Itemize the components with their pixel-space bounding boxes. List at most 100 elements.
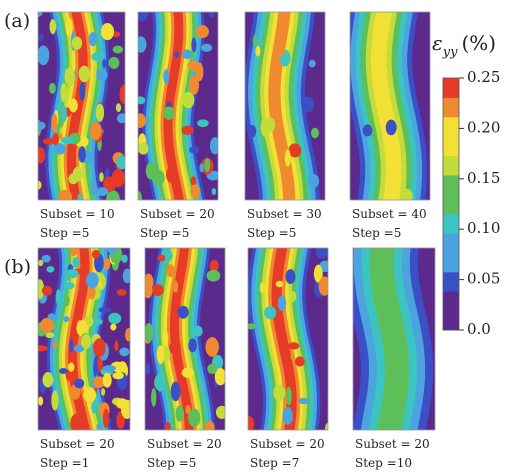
strain-blob xyxy=(116,398,127,409)
strain-blob xyxy=(78,146,86,163)
strain-blob xyxy=(52,133,58,145)
strain-blob xyxy=(265,117,275,132)
strain-blob xyxy=(146,162,157,179)
caption-subset: Subset = 30 xyxy=(247,207,322,221)
strain-blob xyxy=(298,398,309,404)
caption-subset: Subset = 20 xyxy=(147,437,222,451)
strain-blob xyxy=(56,289,61,306)
colorbar-band xyxy=(443,194,459,214)
strain-blob xyxy=(276,281,284,288)
caption-subset: Subset = 20 xyxy=(140,207,215,221)
colorbar-tick-label: 0.15 xyxy=(467,169,500,187)
strain-blob xyxy=(35,147,45,163)
strain-blob xyxy=(201,44,212,52)
strain-blob xyxy=(66,269,79,278)
colorbar-tick-label: 0.20 xyxy=(467,118,500,136)
strain-blob xyxy=(156,372,165,392)
strain-blob xyxy=(79,66,91,83)
colorbar-band xyxy=(443,136,459,156)
strain-blob xyxy=(182,92,194,108)
strain-blob xyxy=(51,391,58,411)
strain-blob xyxy=(90,122,101,140)
strain-blob xyxy=(65,295,70,306)
strain-blob xyxy=(309,60,316,68)
strain-blob xyxy=(266,195,270,202)
strain-blob xyxy=(116,156,127,170)
strain-blob xyxy=(167,264,175,277)
colorbar-band xyxy=(443,175,459,195)
strain-blob xyxy=(99,307,112,313)
strain-blob xyxy=(77,193,82,205)
strain-blob xyxy=(98,281,102,288)
colorbar-band xyxy=(443,252,459,272)
row-label: (a) xyxy=(4,10,30,32)
caption-step: Step =7 xyxy=(250,456,299,470)
strain-blob xyxy=(123,269,132,284)
strain-blob xyxy=(32,121,45,130)
strain-blob xyxy=(212,188,217,195)
strain-blob xyxy=(46,266,54,273)
strain-blob xyxy=(43,372,54,388)
strain-blob xyxy=(91,52,104,61)
strain-blob xyxy=(308,174,319,188)
strain-blob xyxy=(116,103,121,112)
colorbar-band xyxy=(443,214,459,234)
strain-blob xyxy=(65,18,72,36)
strain-blob xyxy=(253,35,258,48)
strain-blob xyxy=(216,406,228,419)
strain-blob xyxy=(121,255,127,263)
strain-blob xyxy=(99,172,104,182)
strain-blob xyxy=(51,113,57,132)
strain-blob xyxy=(70,244,78,256)
strain-blob xyxy=(173,281,178,293)
strain-blob xyxy=(112,372,123,379)
strain-blob xyxy=(319,276,331,295)
strain-blob xyxy=(301,97,314,113)
strain-blob xyxy=(68,173,78,184)
caption-subset: Subset = 40 xyxy=(352,207,427,221)
strain-blob xyxy=(393,188,400,194)
strain-blob xyxy=(103,409,109,428)
strain-blob xyxy=(275,42,285,56)
strain-blob xyxy=(248,125,256,137)
strain-blob xyxy=(64,67,75,86)
strain-blob xyxy=(69,98,78,112)
strain-blob xyxy=(386,120,397,136)
strain-blob xyxy=(205,337,218,357)
strain-blob xyxy=(291,352,295,360)
colorbar-band xyxy=(443,97,459,117)
strain-blob xyxy=(157,345,165,364)
caption-step: Step =5 xyxy=(352,226,401,240)
strain-blob xyxy=(286,387,292,406)
strain-blob xyxy=(89,32,98,46)
strain-blob xyxy=(72,37,83,50)
caption-step: Step =5 xyxy=(40,226,89,240)
strain-blob xyxy=(210,137,220,154)
strain-blob xyxy=(190,184,199,198)
strain-blob xyxy=(69,339,73,353)
strain-blob xyxy=(178,306,189,319)
colorbar-band xyxy=(443,78,459,98)
strain-blob xyxy=(102,365,116,372)
strain-blob xyxy=(189,146,199,153)
caption-subset: Subset = 10 xyxy=(40,207,115,221)
strain-blob xyxy=(74,379,84,389)
strain-map xyxy=(242,243,331,435)
strain-blob xyxy=(151,388,156,407)
strain-blob xyxy=(93,318,103,325)
strain-blob xyxy=(117,113,128,123)
caption-subset: Subset = 20 xyxy=(250,437,325,451)
strain-blob xyxy=(273,385,285,401)
strain-blob xyxy=(38,396,43,405)
strain-blob xyxy=(37,45,49,65)
strain-blob xyxy=(188,338,197,352)
strain-blob xyxy=(145,363,150,375)
strain-blob xyxy=(113,46,123,54)
strain-blob xyxy=(42,286,52,296)
strain-blob xyxy=(91,401,96,413)
strain-map xyxy=(353,243,435,435)
colorbar-tick-label: 0.10 xyxy=(467,219,500,237)
caption-step: Step =1 xyxy=(40,456,89,470)
strain-blob xyxy=(96,423,102,429)
strain-blob xyxy=(103,373,112,388)
